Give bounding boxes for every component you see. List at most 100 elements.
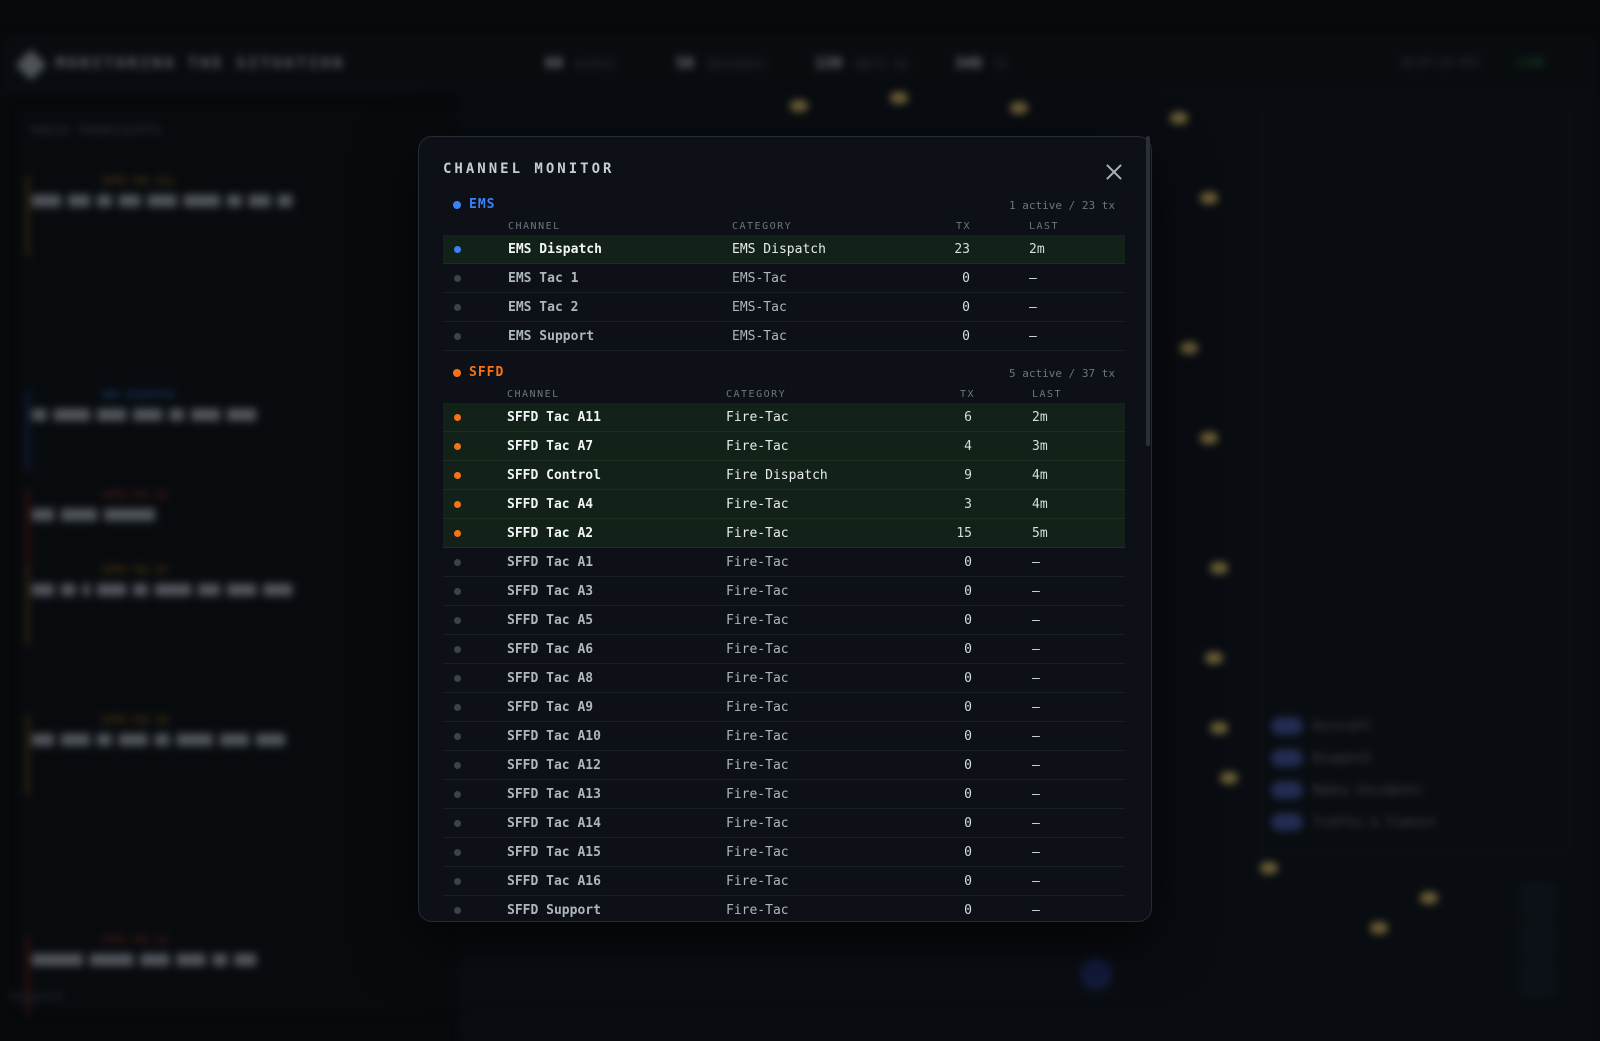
channel-row[interactable]: EMS Tac 2 EMS-Tac 0 — bbox=[443, 293, 1125, 322]
channel-last-activity: — bbox=[1032, 816, 1040, 831]
channel-tx-count: 0 bbox=[964, 787, 972, 802]
channel-name: SFFD Tac A15 bbox=[507, 845, 601, 860]
channel-name: EMS Dispatch bbox=[508, 242, 602, 257]
channel-row[interactable]: SFFD Tac A8 Fire-Tac 0 — bbox=[443, 664, 1125, 693]
channel-row[interactable]: SFFD Tac A5 Fire-Tac 0 — bbox=[443, 606, 1125, 635]
layer-toggle[interactable]: Traffic & Transit bbox=[1271, 811, 1561, 835]
channel-category: Fire-Tac bbox=[726, 613, 789, 628]
feed-item: SFFD TAC A2 ▇▇▇▇▇▇▇ ▇▇▇▇▇▇ ▇▇▇▇ ▇▇▇▇ ▇▇ ▇… bbox=[26, 935, 432, 1015]
channel-tx-count: 4 bbox=[964, 439, 972, 454]
layer-toggle[interactable]: Radio Incidents bbox=[1271, 779, 1561, 803]
channel-row[interactable]: SFFD Tac A6 Fire-Tac 0 — bbox=[443, 635, 1125, 664]
channel-name: EMS Support bbox=[508, 329, 595, 344]
channel-category: Fire Dispatch bbox=[726, 468, 828, 483]
channel-row[interactable]: EMS Dispatch EMS Dispatch 23 2m bbox=[443, 235, 1125, 264]
channel-row[interactable]: SFFD Tac A12 Fire-Tac 0 — bbox=[443, 751, 1125, 780]
group-status-dot bbox=[453, 369, 461, 377]
channel-status-dot bbox=[454, 878, 461, 885]
channel-name: EMS Tac 2 bbox=[508, 300, 579, 315]
channel-last-activity: — bbox=[1029, 300, 1037, 315]
channel-name: SFFD Tac A6 bbox=[507, 642, 594, 657]
zoom-out-button[interactable] bbox=[1520, 922, 1556, 958]
channel-row[interactable]: SFFD Tac A16 Fire-Tac 0 — bbox=[443, 867, 1125, 896]
close-icon[interactable] bbox=[1103, 161, 1125, 183]
channel-row[interactable]: SFFD Tac A15 Fire-Tac 0 — bbox=[443, 838, 1125, 867]
channel-tx-count: 0 bbox=[964, 729, 972, 744]
channel-tx-count: 0 bbox=[964, 671, 972, 686]
send-button[interactable] bbox=[1080, 958, 1112, 990]
channel-row[interactable]: SFFD Tac A14 Fire-Tac 0 — bbox=[443, 809, 1125, 838]
modal-scrollbar[interactable] bbox=[1146, 136, 1150, 446]
channel-list: SFFD Tac A11 Fire-Tac 6 2m SFFD Tac A7 Fire-T… bbox=[443, 403, 1125, 921]
group-header: SFFD 5 active / 37 tx bbox=[443, 363, 1125, 385]
channel-status-dot bbox=[454, 849, 461, 856]
channel-last-activity: — bbox=[1032, 758, 1040, 773]
channel-last-activity: — bbox=[1032, 903, 1040, 918]
column-header-tx: TX bbox=[956, 221, 972, 232]
feed-item: SFFD TAC A11 ▇▇▇▇ ▇▇▇ ▇▇ ▇▇▇ ▇▇▇▇ ▇▇▇▇▇ ▇… bbox=[26, 176, 432, 256]
column-header-channel: CHANNEL bbox=[508, 221, 561, 232]
channel-tx-count: 0 bbox=[964, 816, 972, 831]
channel-row[interactable]: EMS Support EMS-Tac 0 — bbox=[443, 322, 1125, 351]
channel-category: Fire-Tac bbox=[726, 729, 789, 744]
channel-row[interactable]: EMS Tac 1 EMS-Tac 0 — bbox=[443, 264, 1125, 293]
channel-status-dot bbox=[454, 414, 461, 421]
live-indicator: LIVE bbox=[1518, 56, 1545, 69]
channel-last-activity: — bbox=[1032, 787, 1040, 802]
layer-toggle[interactable]: Aircraft bbox=[1271, 715, 1561, 739]
query-input[interactable] bbox=[460, 958, 1120, 998]
feed-item: SFFD TAC A2 ▇▇▇ ▇▇▇▇▇ ▇▇▇▇▇▇▇ bbox=[26, 490, 432, 570]
channel-category: Fire-Tac bbox=[726, 526, 789, 541]
channel-status-dot bbox=[454, 530, 461, 537]
stat-tx: 348 TX bbox=[955, 54, 1008, 72]
channel-tx-count: 0 bbox=[962, 300, 970, 315]
channel-group-sffd: SFFD 5 active / 37 tx CHANNEL CATEGORY T… bbox=[443, 363, 1125, 921]
channel-last-activity: 4m bbox=[1032, 497, 1048, 512]
channel-last-activity: — bbox=[1032, 555, 1040, 570]
feed-item: EMS DISPATCH ▇▇ ▇▇▇▇▇ ▇▇▇▇ ▇▇▇▇ ▇▇ ▇▇▇▇ ▇… bbox=[26, 390, 432, 470]
zoom-in-button[interactable] bbox=[1520, 882, 1556, 918]
channel-status-dot bbox=[454, 472, 461, 479]
channel-row[interactable]: SFFD Support Fire-Tac 0 — bbox=[443, 896, 1125, 921]
channel-row[interactable]: SFFD Tac A3 Fire-Tac 0 — bbox=[443, 577, 1125, 606]
channel-row[interactable]: SFFD Control Fire Dispatch 9 4m bbox=[443, 461, 1125, 490]
channel-row[interactable]: SFFD Tac A13 Fire-Tac 0 — bbox=[443, 780, 1125, 809]
channel-category: EMS-Tac bbox=[732, 271, 787, 286]
modal-title: CHANNEL MONITOR bbox=[443, 161, 615, 177]
channel-name: SFFD Tac A16 bbox=[507, 874, 601, 889]
channel-category: Fire-Tac bbox=[726, 845, 789, 860]
channel-tx-count: 0 bbox=[962, 271, 970, 286]
channel-last-activity: 2m bbox=[1032, 410, 1048, 425]
feed-item: SFFD TAC A4 ▇▇▇ ▇▇▇▇ ▇▇ ▇▇▇▇ ▇▇ ▇▇▇▇▇ ▇▇▇… bbox=[26, 715, 432, 795]
channel-row[interactable]: SFFD Tac A11 Fire-Tac 6 2m bbox=[443, 403, 1125, 432]
channel-row[interactable]: SFFD Tac A1 Fire-Tac 0 — bbox=[443, 548, 1125, 577]
group-status-dot bbox=[453, 201, 461, 209]
locate-button[interactable] bbox=[1520, 962, 1556, 998]
channel-last-activity: 5m bbox=[1032, 526, 1048, 541]
column-header-category: CATEGORY bbox=[726, 389, 787, 400]
channel-last-activity: — bbox=[1032, 729, 1040, 744]
channel-row[interactable]: SFFD Tac A7 Fire-Tac 4 3m bbox=[443, 432, 1125, 461]
channel-row[interactable]: SFFD Tac A10 Fire-Tac 0 — bbox=[443, 722, 1125, 751]
channel-name: SFFD Tac A5 bbox=[507, 613, 594, 628]
channel-status-dot bbox=[454, 733, 461, 740]
channel-row[interactable]: SFFD Tac A9 Fire-Tac 0 — bbox=[443, 693, 1125, 722]
channel-name: SFFD Tac A4 bbox=[507, 497, 594, 512]
channel-row[interactable]: SFFD Tac A4 Fire-Tac 3 4m bbox=[443, 490, 1125, 519]
channel-last-activity: — bbox=[1032, 874, 1040, 889]
column-header-category: CATEGORY bbox=[732, 221, 793, 232]
channel-tx-count: 9 bbox=[964, 468, 972, 483]
channel-last-activity: — bbox=[1029, 329, 1037, 344]
channel-name: SFFD Tac A9 bbox=[507, 700, 594, 715]
channel-category: Fire-Tac bbox=[726, 584, 789, 599]
column-headers: CHANNEL CATEGORY TX LAST bbox=[443, 217, 1125, 235]
footer-label: Dispatch bbox=[10, 990, 63, 1003]
channel-tx-count: 0 bbox=[964, 874, 972, 889]
channel-status-dot bbox=[454, 559, 461, 566]
group-stats: 1 active / 23 tx bbox=[1009, 199, 1115, 212]
channel-category: Fire-Tac bbox=[726, 439, 789, 454]
group-stats: 5 active / 37 tx bbox=[1009, 367, 1115, 380]
layer-toggle[interactable]: Dispatch bbox=[1271, 747, 1561, 771]
channel-row[interactable]: SFFD Tac A2 Fire-Tac 15 5m bbox=[443, 519, 1125, 548]
channel-last-activity: — bbox=[1032, 613, 1040, 628]
